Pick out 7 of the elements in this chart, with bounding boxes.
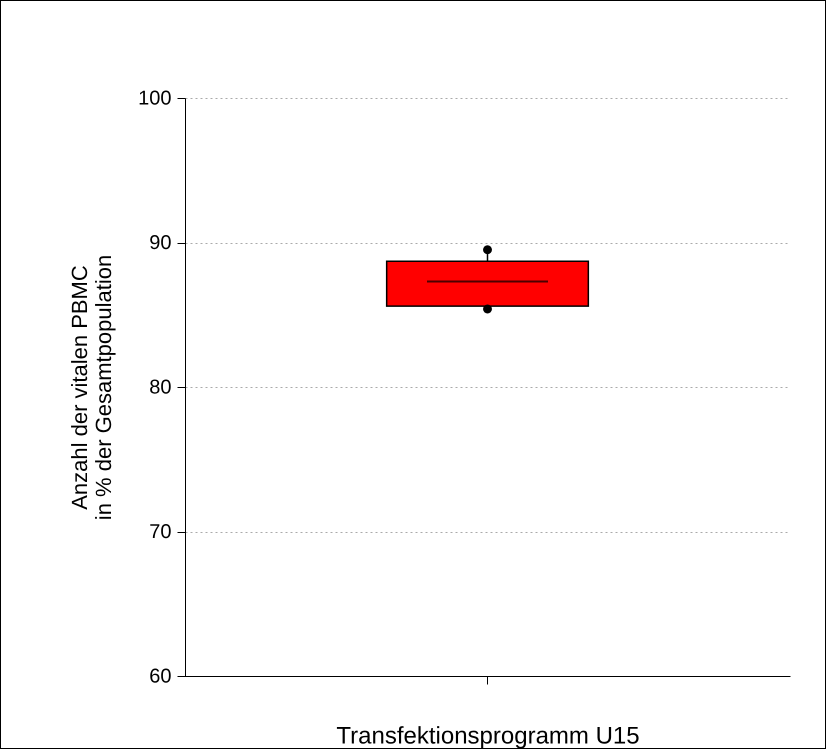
y-tick-label: 80 [149,376,172,398]
y-tick-label: 90 [149,232,172,254]
x-axis-title: Transfektionsprogramm U15 [336,722,640,749]
y-tick-label: 70 [149,521,172,543]
y-axis-title: Anzahl der vitalen PBMC in % der Gesamtpopulation [67,254,116,520]
y-tick-label: 100 [138,88,172,110]
y-tick-label: 60 [149,666,172,688]
